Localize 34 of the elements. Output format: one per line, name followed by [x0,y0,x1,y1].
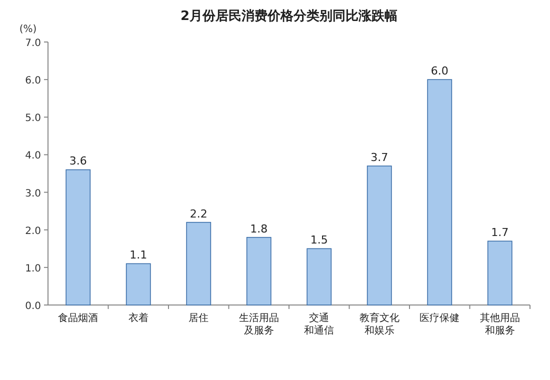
y-tick-label: 6.0 [25,76,41,87]
x-tick-label: 其他用品和服务 [480,312,520,336]
y-tick-label: 0.0 [25,301,41,312]
bar [66,169,91,306]
x-tick-label: 医疗保健 [420,312,460,324]
bar [366,166,392,306]
bar [186,222,212,306]
x-tick-label: 生活用品及服务 [238,312,279,336]
data-label: 2.2 [190,207,208,220]
data-label: 3.7 [370,150,388,164]
y-tick-label: 3.0 [25,188,41,200]
data-label: 1.5 [310,234,328,247]
y-tick-label: 5.0 [25,113,41,124]
data-label: 1.8 [250,222,268,236]
bar [427,79,452,306]
y-axis-title: (%) [19,24,37,35]
y-tick-label: 2.0 [25,226,41,237]
x-tick-label: 衣着 [128,312,148,324]
data-label: 6.0 [430,64,448,78]
bar [487,240,512,306]
bar [306,248,332,306]
x-tick-label: 食品烟酒 [58,312,98,324]
data-label: 1.1 [130,248,148,262]
data-label: 1.7 [491,226,509,240]
data-label: 3.6 [69,154,87,168]
x-tick-label: 交通和通信 [304,312,334,336]
x-tick-label: 教育文化和娱乐 [359,312,400,336]
bar [246,236,272,306]
bar [126,263,151,306]
y-tick-label: 7.0 [25,38,41,49]
x-tick-label: 居住 [188,313,209,324]
chart-title: 2月份居民消费价格分类别同比涨跌幅 [180,9,398,24]
y-tick-label: 1.0 [25,263,41,274]
y-tick-label: 4.0 [25,150,41,162]
